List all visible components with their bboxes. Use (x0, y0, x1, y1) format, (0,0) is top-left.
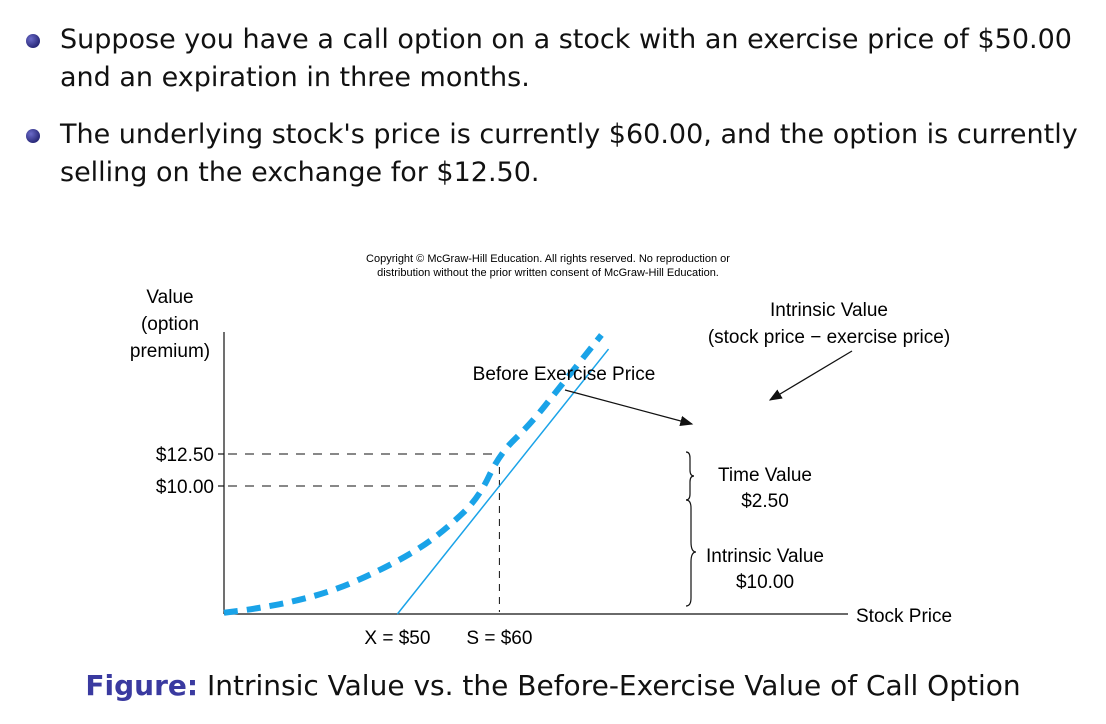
intrinsic-line-label: Intrinsic Value (770, 300, 888, 321)
bullet-icon (26, 129, 40, 143)
bullet-line: The underlying stock's price is currentl… (60, 119, 1078, 150)
intrinsic-value-brace (685, 499, 697, 607)
intrinsic-line-label: (stock price − exercise price) (708, 327, 950, 348)
time-value-amount: $2.50 (741, 491, 789, 512)
before-exercise-curve (223, 333, 604, 616)
caption-prefix: Figure: (85, 669, 199, 702)
intrinsic-arrow (768, 350, 853, 401)
copyright-line: Copyright © McGraw-Hill Education. All r… (366, 253, 730, 265)
bullet-item: The underlying stock's price is currentl… (26, 116, 1100, 192)
before-exercise-label: Before Exercise Price (473, 364, 656, 385)
bullet-line: Suppose you have a call option on a stoc… (60, 24, 1072, 55)
bullet-line: and an expiration in three months. (60, 62, 530, 93)
y-tick-label: $10.00 (156, 477, 214, 498)
caption-text: Intrinsic Value vs. the Before-Exercise … (206, 669, 1021, 702)
y-tick-label: $12.50 (156, 445, 214, 466)
y-axis-label: premium) (130, 341, 210, 362)
call-option-chart: Copyright © McGraw-Hill Education. All r… (130, 253, 952, 649)
bullet-item: Suppose you have a call option on a stoc… (26, 21, 1100, 97)
intrinsic-value-line (396, 348, 610, 615)
figure-caption: Figure: Intrinsic Value vs. the Before-E… (0, 668, 1106, 704)
time-value-brace (685, 451, 695, 501)
copyright-line: distribution without the prior written c… (377, 267, 719, 279)
intrinsic-value-amount: $10.00 (736, 572, 794, 593)
x-axis-label: Stock Price (856, 606, 952, 627)
bullet-icon (26, 34, 40, 48)
bullet-line: selling on the exchange for $12.50. (60, 157, 540, 188)
x-tick-label: S = $60 (466, 628, 532, 649)
y-axis-label: Value (146, 287, 193, 308)
intrinsic-value-label: Intrinsic Value (706, 546, 824, 567)
y-axis-label: (option (141, 314, 199, 335)
before-exercise-arrow (564, 389, 694, 426)
time-value-label: Time Value (718, 465, 812, 486)
x-tick-label: X = $50 (364, 628, 430, 649)
